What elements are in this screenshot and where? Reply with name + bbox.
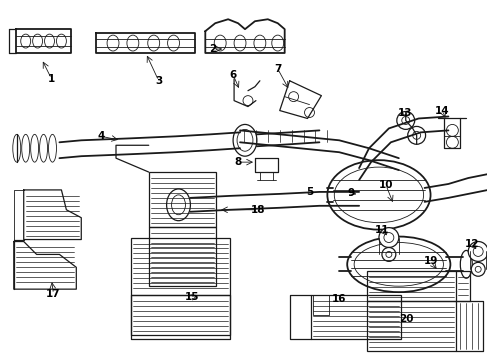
- Circle shape: [474, 266, 480, 272]
- Text: 12: 12: [464, 239, 479, 249]
- Circle shape: [470, 262, 484, 276]
- Circle shape: [243, 96, 252, 105]
- Circle shape: [304, 108, 314, 117]
- Ellipse shape: [20, 34, 31, 48]
- Ellipse shape: [334, 167, 423, 223]
- Text: 16: 16: [331, 294, 346, 304]
- Ellipse shape: [40, 134, 47, 162]
- Text: 15: 15: [185, 292, 199, 302]
- Circle shape: [385, 251, 391, 257]
- Ellipse shape: [31, 134, 39, 162]
- Ellipse shape: [33, 34, 42, 48]
- Bar: [366, 301, 455, 351]
- Text: 18: 18: [250, 205, 264, 215]
- Text: 8: 8: [234, 157, 241, 167]
- Ellipse shape: [214, 35, 225, 51]
- Bar: [366, 271, 455, 301]
- Circle shape: [412, 131, 420, 139]
- Circle shape: [401, 117, 409, 125]
- Text: 6: 6: [229, 70, 236, 80]
- Bar: [311, 295, 400, 339]
- Ellipse shape: [167, 35, 179, 51]
- Ellipse shape: [271, 35, 283, 51]
- Circle shape: [446, 125, 457, 136]
- Ellipse shape: [171, 195, 185, 215]
- Ellipse shape: [48, 134, 56, 162]
- Ellipse shape: [253, 35, 265, 51]
- Ellipse shape: [346, 237, 449, 292]
- Ellipse shape: [166, 189, 190, 221]
- Text: 1: 1: [48, 74, 55, 84]
- Text: 5: 5: [305, 187, 312, 197]
- Text: 9: 9: [347, 188, 354, 198]
- Ellipse shape: [233, 125, 256, 156]
- Ellipse shape: [127, 35, 139, 51]
- Circle shape: [381, 247, 395, 261]
- Text: 11: 11: [374, 225, 388, 235]
- Ellipse shape: [13, 134, 20, 162]
- Ellipse shape: [21, 134, 30, 162]
- Text: 2: 2: [209, 44, 216, 54]
- Bar: [148, 227, 216, 286]
- Ellipse shape: [107, 35, 119, 51]
- Text: 19: 19: [423, 256, 437, 266]
- Text: 7: 7: [273, 64, 281, 74]
- Circle shape: [472, 247, 482, 256]
- Bar: [131, 295, 230, 335]
- Ellipse shape: [237, 129, 252, 151]
- Text: 13: 13: [397, 108, 411, 117]
- Text: 14: 14: [434, 105, 449, 116]
- Ellipse shape: [353, 243, 443, 286]
- Text: 3: 3: [155, 76, 162, 86]
- Ellipse shape: [147, 35, 160, 51]
- Circle shape: [288, 92, 298, 102]
- Circle shape: [383, 233, 393, 243]
- Text: 10: 10: [378, 180, 392, 190]
- Bar: [148, 172, 216, 227]
- Ellipse shape: [234, 35, 245, 51]
- Circle shape: [378, 228, 398, 247]
- Circle shape: [407, 126, 425, 144]
- Ellipse shape: [44, 34, 54, 48]
- Circle shape: [446, 136, 457, 148]
- Ellipse shape: [326, 160, 429, 230]
- Bar: [131, 238, 230, 295]
- Text: 17: 17: [46, 289, 61, 299]
- Ellipse shape: [459, 251, 471, 278]
- Text: 20: 20: [399, 314, 413, 324]
- Text: 4: 4: [97, 131, 104, 141]
- Ellipse shape: [56, 34, 66, 48]
- Circle shape: [468, 242, 487, 261]
- Circle shape: [396, 112, 414, 129]
